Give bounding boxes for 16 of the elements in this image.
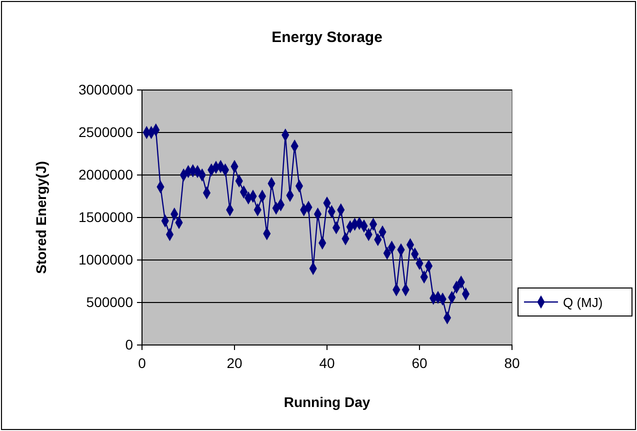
x-tick-label: 80 [504,354,520,371]
y-tick-label: 3000000 [78,81,134,98]
x-axis-title: Running Day [284,394,370,410]
x-tick-label: 0 [138,354,146,371]
y-axis-title: Stored Energy(J) [33,161,49,274]
y-tick-label: 500000 [86,294,134,310]
x-tick-label: 60 [412,354,428,371]
y-tick-label: 1000000 [78,251,134,268]
y-tick-label: 2500000 [78,124,134,140]
legend-label: Q (MJ) [563,295,603,310]
y-tick-label: 1500000 [78,208,134,225]
chart-title: Energy Storage [272,29,382,46]
y-tick-label: 0 [125,336,134,352]
y-tick-label: 2000000 [78,166,134,182]
x-tick-label: 40 [319,354,335,371]
x-tick-label: 20 [226,354,242,371]
